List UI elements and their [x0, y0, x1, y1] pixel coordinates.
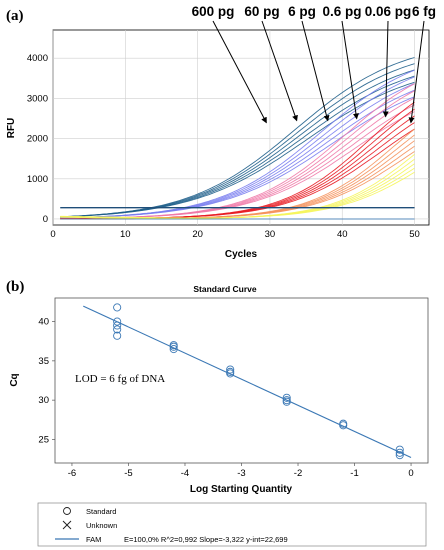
y-tick-label-b: 40 — [38, 317, 49, 328]
amplification-curves — [60, 57, 415, 220]
chart-title-b: Standard Curve — [193, 284, 257, 294]
concentration-label: 0.6 pg — [322, 4, 361, 19]
y-axis-title-b: Cq — [9, 373, 20, 386]
annotation-arrow — [212, 20, 267, 124]
y-tick-label-a: 0 — [43, 214, 48, 225]
concentration-label: 0.06 pg — [365, 4, 412, 19]
legend-box — [37, 502, 427, 547]
standard-point — [169, 345, 178, 354]
ticks-a: 0 10 20 30 40 50 0 1000 2000 3000 4000 — [27, 53, 420, 240]
y-tick-label-b: 25 — [38, 434, 49, 445]
standard-point — [113, 321, 122, 330]
x-tick-label-a: 30 — [265, 229, 276, 240]
legend-circle-symbol — [63, 507, 71, 515]
annotation-arrow — [408, 20, 425, 124]
standard-points — [113, 303, 404, 460]
annotation-arrow — [382, 20, 389, 118]
x-tick-label-b: -4 — [181, 468, 189, 479]
y-tick-label-a: 1000 — [27, 174, 48, 185]
annotation-arrow — [261, 20, 298, 122]
x-tick-label-a: 20 — [192, 229, 203, 240]
standard-point — [395, 451, 404, 460]
standard-point — [395, 448, 404, 457]
annotation-arrow — [341, 20, 359, 120]
x-tick-label-b: -3 — [237, 468, 245, 479]
panel-b: (b) Standard Curve -6 -5 -4 -3 -2 -1 0 25 30 35 40… — [6, 279, 429, 547]
fit-line — [83, 305, 412, 459]
standard-point — [113, 325, 122, 334]
concentration-label: 600 pg — [192, 4, 235, 19]
amplification-curve — [60, 96, 415, 219]
concentration-label: 60 pg — [244, 4, 279, 19]
standard-point — [113, 331, 122, 340]
standard-point — [113, 317, 122, 326]
x-tick-label-a: 0 — [50, 229, 55, 240]
x-tick-label-b: -1 — [350, 468, 358, 479]
x-tick-label-b: -5 — [124, 468, 132, 479]
standard-point — [226, 369, 235, 378]
legend-standard-label: Standard — [86, 507, 116, 516]
amplification-curve — [60, 171, 415, 220]
y-axis-title-a: RFU — [6, 118, 17, 139]
y-tick-label-a: 3000 — [27, 93, 48, 104]
panel-a-label: (a) — [6, 8, 24, 24]
standard-point — [339, 421, 348, 430]
legend-unknown-label: Unknown — [86, 521, 117, 530]
standard-point — [282, 393, 291, 402]
legend-fam-label: FAM — [86, 535, 101, 544]
y-tick-label-a: 4000 — [27, 53, 48, 64]
x-axis-title-a: Cycles — [225, 249, 258, 260]
ticks-b: -6 -5 -4 -3 -2 -1 0 25 30 35 40 — [38, 317, 413, 479]
standard-point — [226, 365, 235, 374]
x-tick-label-a: 50 — [409, 229, 420, 240]
x-tick-label-b: -2 — [294, 468, 302, 479]
lod-annotation: LOD = 6 fg of DNA — [75, 373, 165, 385]
legend-cross-symbol — [62, 520, 72, 530]
x-axis-title-b: Log Starting Quantity — [190, 484, 293, 495]
x-tick-label-a: 40 — [337, 229, 348, 240]
standard-point — [169, 342, 178, 351]
y-tick-label-b: 30 — [38, 395, 49, 406]
annotation-arrow — [301, 20, 330, 122]
standard-point — [282, 397, 291, 406]
x-tick-label-b: -6 — [68, 468, 76, 479]
panel-b-label: (b) — [6, 279, 24, 295]
legend-fam-stats: E=100,0% R^2=0,992 Slope=-3,322 y-int=22… — [124, 535, 288, 544]
x-tick-label-b: 0 — [408, 468, 413, 479]
x-tick-label-a: 10 — [120, 229, 131, 240]
regression-line — [83, 305, 412, 459]
standard-point — [113, 303, 122, 312]
concentration-label: 6 fg — [412, 4, 436, 19]
standard-point — [395, 445, 404, 454]
y-tick-label-a: 2000 — [27, 134, 48, 145]
plot-area-a — [52, 29, 430, 226]
concentration-annotations: 600 pg 60 pg 6 pg 0.6 pg 0.06 pg 6 fg — [192, 4, 436, 124]
concentration-label: 6 pg — [288, 4, 316, 19]
y-tick-label-b: 35 — [38, 356, 49, 367]
